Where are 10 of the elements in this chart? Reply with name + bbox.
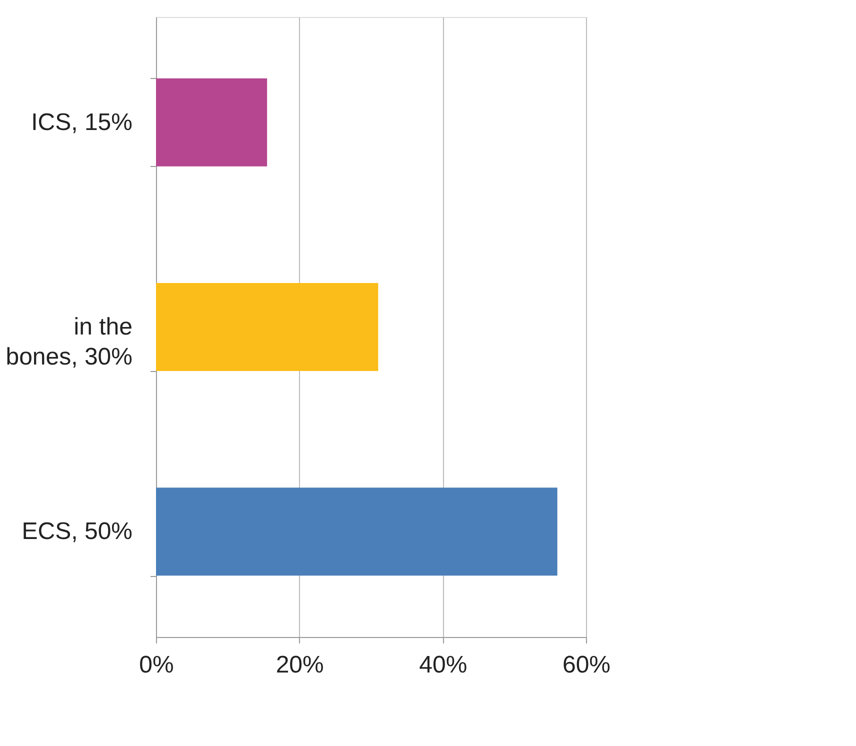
bar <box>156 283 378 371</box>
y-tick-label: ECS, 50% <box>22 518 132 546</box>
bar <box>156 488 558 576</box>
x-tick-label: 20% <box>276 652 324 678</box>
x-tick-label: 40% <box>419 652 468 678</box>
x-tick-label: 60% <box>562 652 611 678</box>
y-tick-label: ICS, 15% <box>31 108 132 136</box>
y-tick-label: in the bones, 30% <box>6 314 132 370</box>
x-tick-label: 0% <box>139 652 174 678</box>
bar <box>156 78 268 166</box>
